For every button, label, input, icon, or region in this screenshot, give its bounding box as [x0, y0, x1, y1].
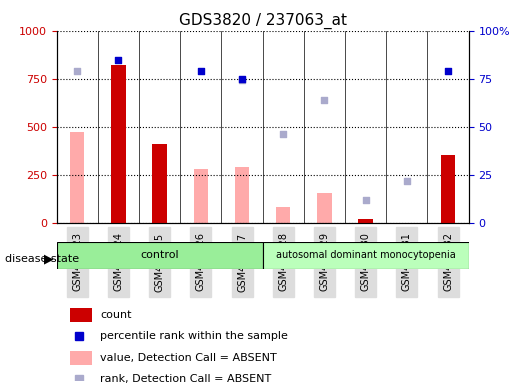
Bar [70, 351, 92, 365]
Bar [57, 242, 263, 269]
Point [238, 76, 246, 82]
Text: ▶: ▶ [44, 253, 54, 266]
Bar [317, 193, 332, 223]
Text: control: control [141, 250, 179, 260]
Text: percentile rank within the sample: percentile rank within the sample [100, 331, 288, 341]
Point [73, 68, 81, 74]
Bar [276, 207, 290, 223]
Title: GDS3820 / 237063_at: GDS3820 / 237063_at [179, 13, 347, 29]
Bar [358, 219, 373, 223]
Point [362, 197, 370, 203]
Point [403, 178, 411, 185]
Point [320, 97, 329, 103]
Point [114, 56, 123, 63]
Bar [441, 155, 455, 223]
Point [197, 68, 205, 74]
Text: disease state: disease state [5, 254, 79, 264]
Bar [235, 167, 249, 223]
Point [279, 131, 287, 137]
Bar [70, 308, 92, 322]
Text: autosomal dominant monocytopenia: autosomal dominant monocytopenia [276, 250, 456, 260]
Text: value, Detection Call = ABSENT: value, Detection Call = ABSENT [100, 353, 277, 363]
Bar [111, 65, 126, 223]
Bar [70, 132, 84, 223]
Bar [263, 242, 469, 269]
Point [238, 77, 246, 83]
Text: count: count [100, 310, 132, 320]
Bar [152, 144, 167, 223]
Point [444, 68, 452, 74]
Bar [194, 169, 208, 223]
Text: rank, Detection Call = ABSENT: rank, Detection Call = ABSENT [100, 374, 272, 384]
